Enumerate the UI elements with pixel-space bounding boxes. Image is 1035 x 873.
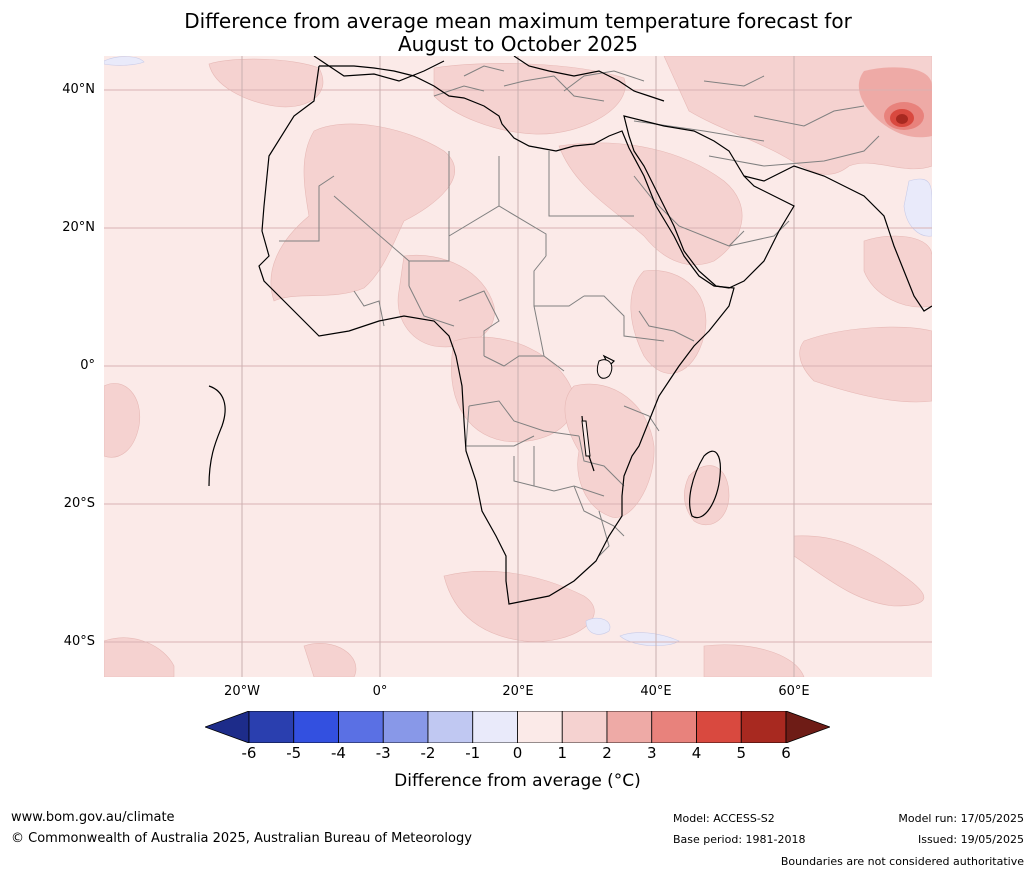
lat-label-40n: 40°N — [62, 82, 95, 97]
lakes — [581, 359, 613, 457]
colorbar-tick-label: -4 — [331, 744, 346, 762]
lon-label-20e: 20°E — [502, 684, 534, 699]
coastlines — [208, 56, 932, 605]
footer-disclaimer: Boundaries are not considered authoritat… — [780, 855, 1024, 868]
colorbar-segment — [740, 710, 787, 744]
colorbar — [203, 710, 832, 744]
colorbar-tick-label: 4 — [691, 744, 702, 762]
footer-model: Model: ACCESS-S2 — [673, 812, 775, 825]
colorbar-tick-label: -5 — [286, 744, 302, 762]
forecast-map — [104, 56, 932, 677]
colorbar-segment — [472, 710, 518, 744]
colorbar-extend-low — [203, 710, 250, 744]
footer-website: www.bom.gov.au/climate — [11, 810, 175, 825]
colorbar-segment — [382, 710, 429, 744]
colorbar-tick-label: 6 — [781, 744, 791, 762]
country-borders — [279, 65, 880, 557]
lat-label-0: 0° — [80, 358, 95, 373]
colorbar-segment — [606, 710, 653, 744]
graticule — [104, 56, 932, 677]
colorbar-segment — [293, 710, 339, 744]
colorbar-tick-label: -6 — [241, 744, 257, 762]
lon-label-0: 0° — [372, 684, 388, 699]
colorbar-tick-label: 3 — [646, 744, 657, 762]
lat-label-20n: 20°N — [62, 220, 95, 235]
colorbar-tick-label: -1 — [465, 744, 481, 762]
anomaly-1-2-regions — [104, 56, 932, 677]
lat-label-40s: 40°S — [63, 634, 95, 649]
colorbar-extend-high — [785, 710, 832, 744]
colorbar-tick-label: -2 — [420, 744, 436, 762]
colorbar-tick-label: -3 — [375, 744, 391, 762]
colorbar-segment — [427, 710, 474, 744]
lon-label-20w: 20°W — [224, 684, 260, 699]
colorbar-tick-label: 2 — [602, 744, 612, 762]
colorbar-segment — [517, 710, 563, 744]
colorbar-segment — [561, 710, 608, 744]
africa-anomaly-map-svg — [104, 56, 932, 677]
colorbar-tick-label: 0 — [512, 744, 523, 762]
colorbar-segment — [338, 710, 384, 744]
colorbar-label: Difference from average (°C) — [394, 771, 641, 791]
footer-issued: Issued: 19/05/2025 — [917, 833, 1024, 846]
colorbar-tick-label: 1 — [557, 744, 568, 762]
colorbar-tick-label: 5 — [736, 744, 747, 762]
anomaly-5-6-regions — [896, 114, 908, 124]
colorbar-svg — [203, 710, 832, 744]
map-title-line-1: Difference from average mean maximum tem… — [184, 9, 852, 33]
colorbar-segment — [696, 710, 742, 744]
colorbar-segment — [248, 710, 295, 744]
map-title-line-2: August to October 2025 — [397, 32, 639, 56]
footer-model-run: Model run: 17/05/2025 — [898, 812, 1024, 825]
footer-copyright: © Commonwealth of Australia 2025, Austra… — [11, 831, 472, 846]
lon-label-40e: 40°E — [640, 684, 672, 699]
footer-base-period: Base period: 1981-2018 — [673, 833, 806, 846]
lon-label-60e: 60°E — [778, 684, 810, 699]
colorbar-segment — [651, 710, 697, 744]
lat-label-20s: 20°S — [63, 496, 95, 511]
